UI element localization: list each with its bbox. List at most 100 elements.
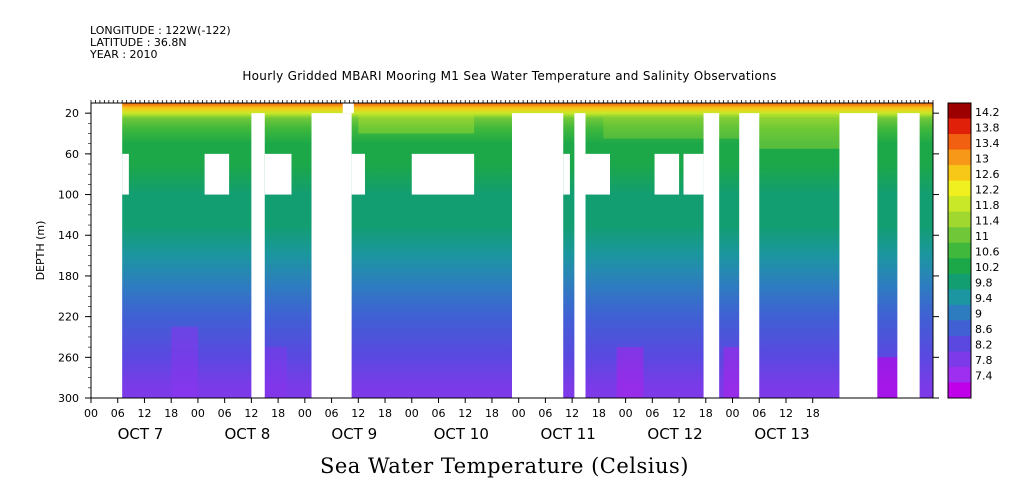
missing-data-block — [897, 113, 920, 398]
colorbar-swatch — [948, 382, 971, 399]
chart-title: Hourly Gridded MBARI Mooring M1 Sea Wate… — [242, 69, 777, 83]
colorbar-swatch — [948, 180, 971, 197]
colorbar-label: 13.8 — [975, 121, 1000, 134]
y-tick-label: 60 — [65, 148, 79, 161]
missing-data-block — [703, 113, 720, 398]
colorbar-label: 13 — [975, 152, 989, 165]
colorbar-label: 11 — [975, 230, 989, 243]
colorbar-label: 11.8 — [975, 199, 1000, 212]
plot-area — [91, 103, 933, 398]
colorbar-label: 8.2 — [975, 339, 993, 352]
colorbar-swatch — [948, 242, 971, 259]
colorbar-label: 12.6 — [975, 168, 1000, 181]
colorbar-label: 12.2 — [975, 183, 1000, 196]
missing-data-block — [122, 153, 129, 195]
colorbar-swatch — [948, 134, 971, 151]
colorbar-label: 9.4 — [975, 292, 993, 305]
x-tick-label: 18 — [699, 407, 713, 420]
x-tick-label: 18 — [806, 407, 820, 420]
colorbar-swatch — [948, 289, 971, 306]
y-axis-label: DEPTH (m) — [34, 221, 47, 281]
missing-data-block — [839, 113, 878, 398]
colorbar-label: 7.4 — [975, 370, 993, 383]
missing-data-block — [311, 113, 352, 398]
axes: 00 06 12 18 00 06 12 18 00 06 12 18 00 06 12 18 00 06 12 18… — [34, 100, 939, 443]
colorbar-swatch — [948, 196, 971, 213]
plot-frame — [90, 102, 934, 399]
x-tick-label: 12 — [244, 407, 258, 420]
colorbar-swatch — [948, 335, 971, 352]
x-tick-label: 12 — [565, 407, 579, 420]
missing-data-block — [411, 153, 475, 195]
x-tick-label: 18 — [592, 407, 606, 420]
colorbar-label: 14.2 — [975, 106, 1000, 119]
colorbar-swatch — [948, 273, 971, 290]
longitude-label: LONGITUDE : 122W(-122) — [90, 24, 231, 37]
variable-title: Sea Water Temperature (Celsius) — [319, 454, 689, 478]
x-day-label: OCT 7 — [118, 425, 164, 443]
colorbar-swatch — [948, 149, 971, 166]
missing-data-block — [351, 153, 365, 195]
colorbar-label: 8.6 — [975, 323, 993, 336]
missing-data-block — [264, 153, 292, 195]
x-tick-label: 18 — [378, 407, 392, 420]
temperature-anomaly-region — [875, 357, 898, 398]
missing-data-block — [683, 153, 704, 195]
colorbar-swatch — [948, 304, 971, 321]
colorbar-label: 9.8 — [975, 277, 993, 290]
missing-data-block — [574, 113, 586, 398]
colorbar-swatch — [948, 351, 971, 368]
x-tick-label: 06 — [218, 407, 232, 420]
x-tick-label: 06 — [111, 407, 125, 420]
missing-data-block — [563, 153, 570, 195]
missing-data-block — [739, 113, 760, 398]
y-tick-label: 220 — [58, 311, 79, 324]
missing-data-block — [654, 153, 680, 195]
y-tick-label: 300 — [58, 392, 79, 405]
temperature-anomaly-region — [358, 111, 475, 134]
y-tick-label: 100 — [58, 189, 79, 202]
colorbar-swatch — [948, 165, 971, 182]
x-tick-label: 00 — [84, 407, 98, 420]
x-day-label: OCT 8 — [224, 425, 270, 443]
x-tick-label: 06 — [431, 407, 445, 420]
x-day-label: OCT 13 — [754, 425, 809, 443]
x-tick-label: 06 — [538, 407, 552, 420]
missing-data-block — [342, 103, 354, 114]
temperature-anomaly-region — [616, 347, 644, 398]
x-tick-label: 06 — [325, 407, 339, 420]
missing-data-block — [251, 113, 265, 398]
colorbar-swatch — [948, 211, 971, 228]
colorbar-label: 9 — [975, 308, 982, 321]
colorbar-swatch — [948, 118, 971, 135]
x-tick-label: 12 — [779, 407, 793, 420]
x-tick-label: 18 — [271, 407, 285, 420]
x-tick-label: 06 — [645, 407, 659, 420]
colorbar-swatch — [948, 103, 971, 120]
missing-data-block — [512, 113, 564, 398]
y-tick-label: 260 — [58, 351, 79, 364]
colorbar-swatch — [948, 366, 971, 383]
colorbar: 14.2 13.8 13.4 13 12.6 12.2 11.8 11.4 11 10.6 10.2… — [947, 102, 1000, 399]
latitude-label: LATITUDE : 36.8N — [90, 36, 187, 49]
x-tick-label: 12 — [458, 407, 472, 420]
missing-data-block — [91, 103, 123, 398]
x-day-label: OCT 11 — [540, 425, 595, 443]
x-tick-label: 18 — [485, 407, 499, 420]
x-tick-label: 12 — [137, 407, 151, 420]
x-day-label: OCT 10 — [434, 425, 489, 443]
x-tick-label: 00 — [619, 407, 633, 420]
x-tick-label: 00 — [298, 407, 312, 420]
colorbar-label: 13.4 — [975, 137, 1000, 150]
colorbar-label: 11.4 — [975, 214, 1000, 227]
x-tick-label: 00 — [405, 407, 419, 420]
x-tick-label: 06 — [752, 407, 766, 420]
colorbar-swatch — [948, 258, 971, 275]
missing-data-block — [585, 153, 611, 195]
temperature-anomaly-region — [603, 115, 760, 139]
colorbar-swatch — [948, 227, 971, 244]
year-label: YEAR : 2010 — [90, 48, 158, 61]
x-day-label: OCT 9 — [331, 425, 377, 443]
y-tick-label: 180 — [58, 270, 79, 283]
